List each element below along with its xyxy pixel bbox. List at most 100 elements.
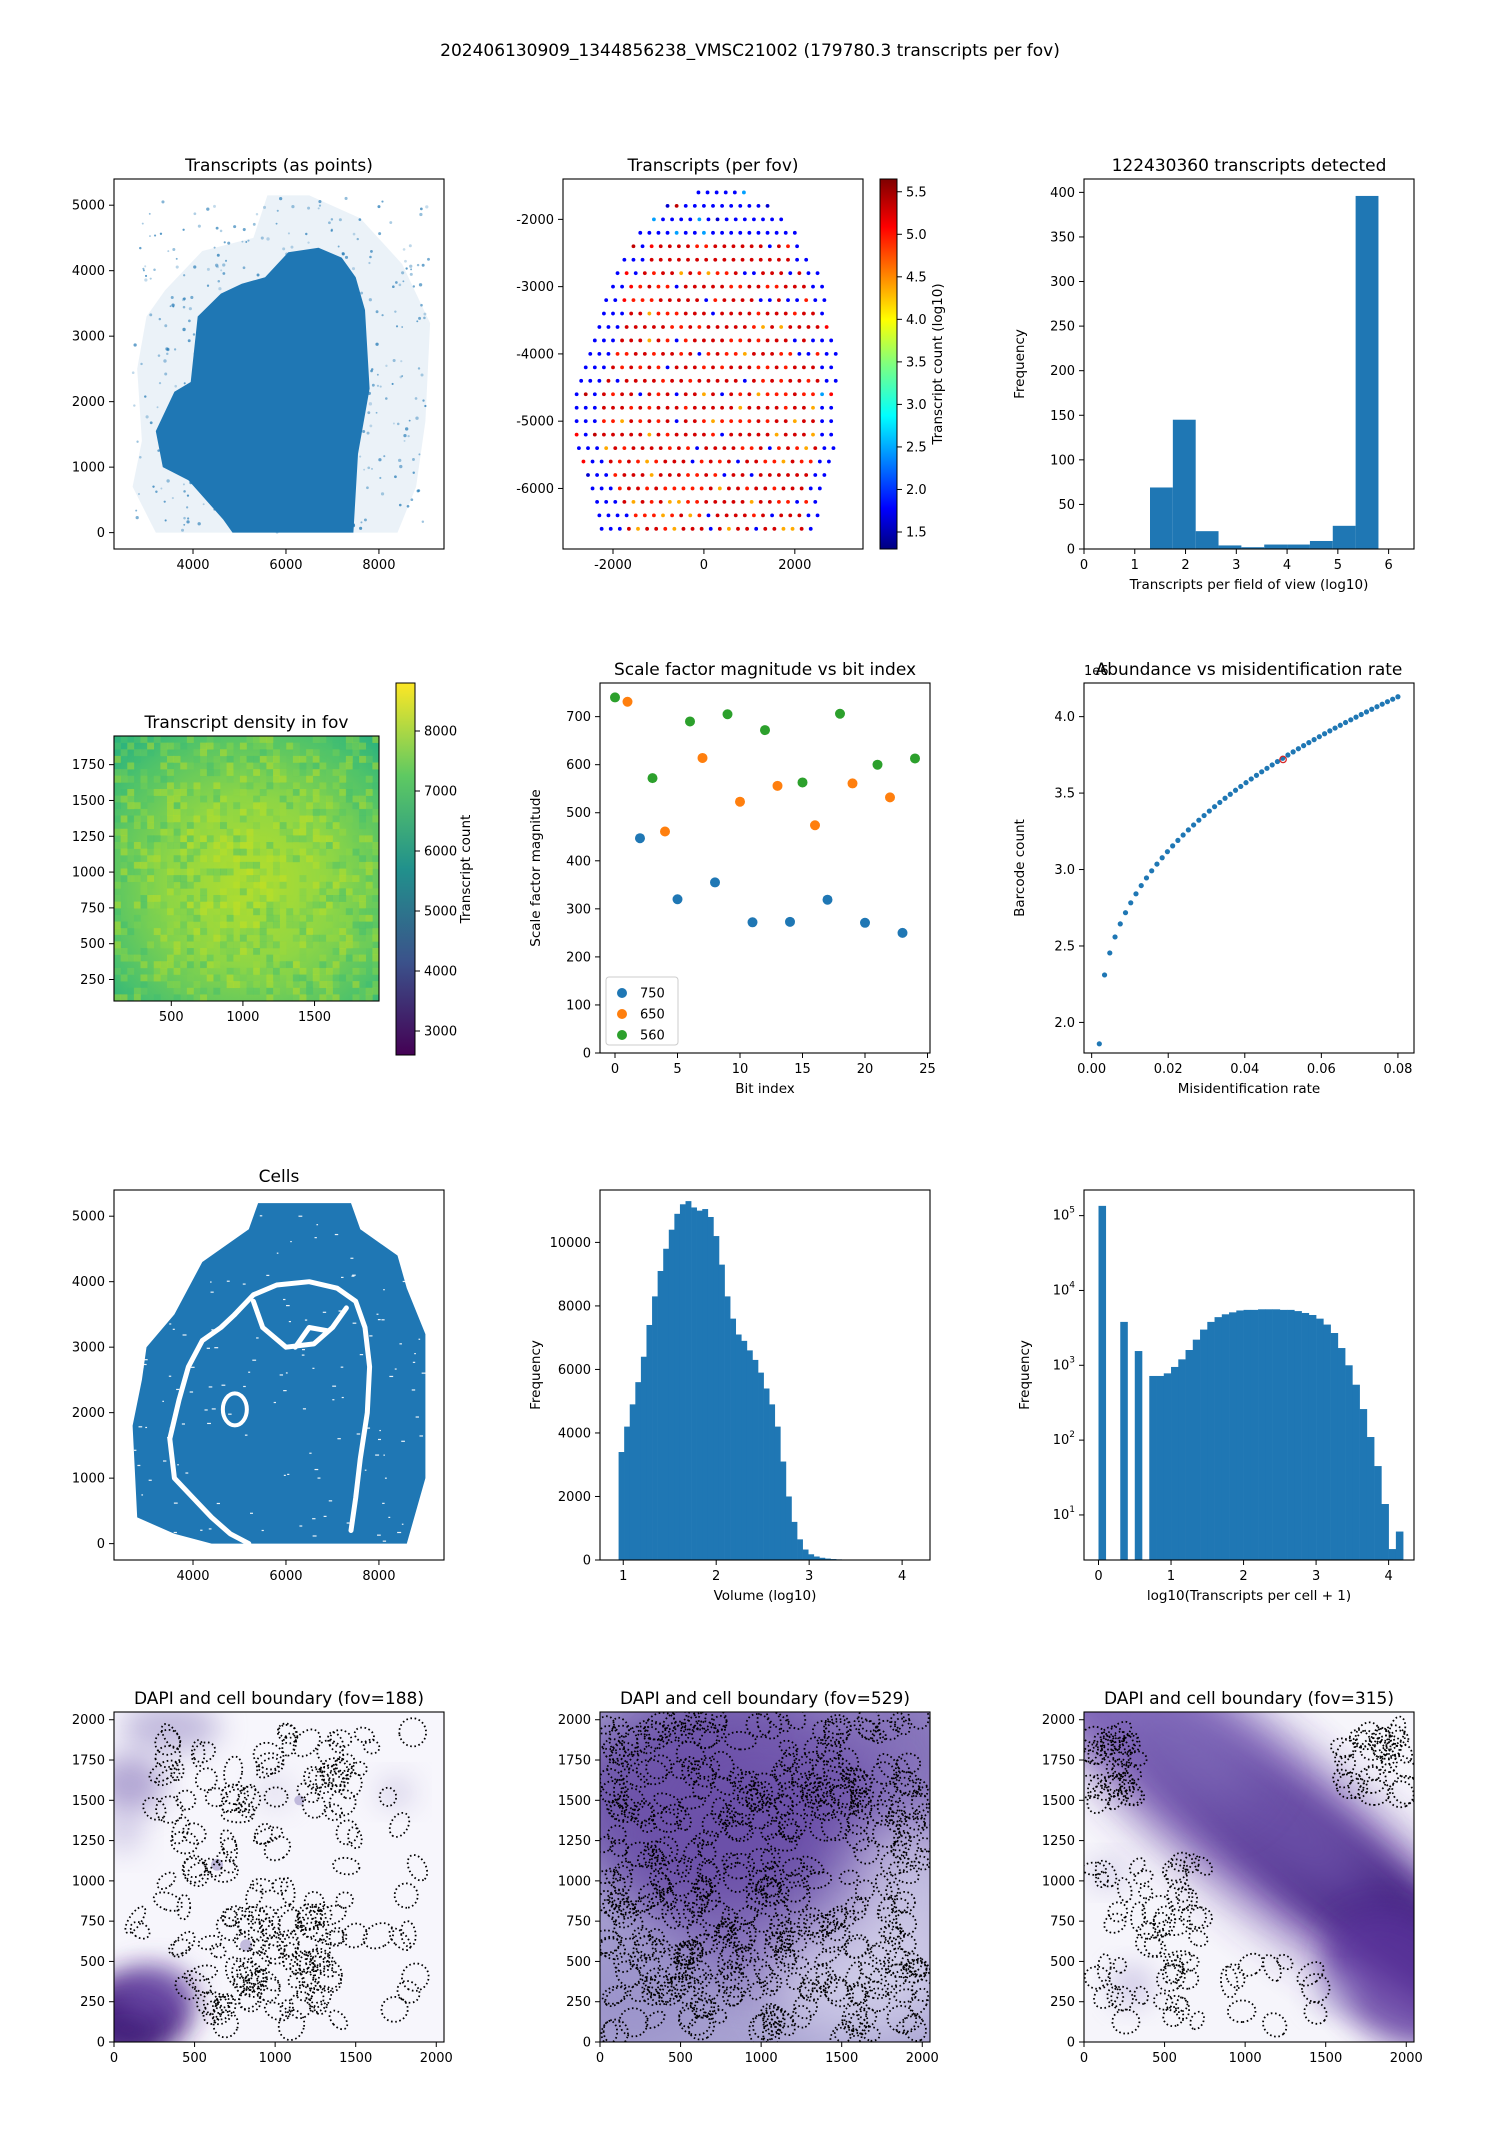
fov-point [679, 352, 684, 356]
histogram-bar [1355, 195, 1379, 549]
density-cell [359, 901, 367, 909]
fov-point [795, 446, 799, 450]
fov-point [606, 513, 611, 518]
x-tick-label: 4 [898, 1569, 906, 1584]
density-cell [332, 861, 340, 869]
transcript-point [375, 310, 379, 314]
barcode-point [1253, 772, 1260, 778]
density-cell [306, 941, 314, 949]
transcript-point [401, 375, 404, 377]
transcript-point [425, 205, 429, 209]
cell-boundary [1133, 1985, 1149, 2005]
fov-point [704, 500, 709, 504]
cell-boundary [807, 1913, 839, 1938]
fov-point [820, 338, 824, 343]
fov-point [663, 459, 668, 464]
fov-point [713, 446, 718, 450]
histogram-bar [791, 1521, 798, 1560]
fov-point [683, 365, 688, 370]
y-tick-label: 350 [1050, 230, 1075, 245]
cell-boundary [726, 1927, 753, 1950]
density-cell [127, 795, 135, 803]
density-cell [339, 888, 347, 896]
fov-point [738, 204, 743, 208]
cell-gap-speck [177, 1464, 179, 1466]
scale-factor-point [735, 796, 745, 807]
colorbar-tick-label: 4000 [424, 965, 457, 980]
density-cell [312, 755, 320, 763]
density-cell [193, 901, 201, 909]
cell-boundary [1387, 1753, 1414, 1780]
fov-point [640, 298, 645, 302]
cell-boundary [324, 1803, 343, 1822]
barcode-point [1327, 728, 1333, 734]
density-cell [326, 914, 333, 922]
fov-point [806, 378, 811, 383]
cell-boundary [635, 1935, 666, 1961]
density-cell [332, 981, 340, 989]
y-tick-label: 4.0 [1054, 710, 1075, 725]
density-cell [120, 855, 128, 863]
barcode-point [1332, 725, 1338, 731]
density-cell [292, 736, 300, 743]
fov-point [770, 325, 774, 329]
fov-point [692, 392, 697, 397]
fov-point [597, 513, 602, 518]
density-cell [133, 755, 141, 763]
density-cell [359, 755, 367, 763]
x-tick-label: 1000 [745, 2051, 778, 2066]
transcript-point [192, 333, 196, 336]
density-cell [312, 835, 320, 843]
cell-boundary [307, 1768, 331, 1789]
fov-point [672, 526, 677, 531]
fov-point [795, 500, 799, 504]
cell-boundary [837, 1747, 860, 1776]
fov-point [592, 365, 597, 370]
cell-gap-speck [288, 1320, 292, 1323]
cell-boundary [727, 1796, 755, 1826]
density-cell [140, 961, 148, 969]
cell-boundary [1143, 1936, 1167, 1958]
cell-gap-speck [172, 1328, 175, 1330]
fov-point [790, 459, 795, 464]
density-cell [253, 888, 261, 896]
fov-point [756, 338, 761, 343]
barcode-point [1374, 704, 1380, 710]
fov-point [831, 446, 836, 450]
fov-point [820, 432, 824, 437]
fov-point [813, 446, 818, 450]
fov-point [606, 325, 611, 329]
histogram-bar [1337, 1348, 1346, 1560]
density-cell [345, 914, 353, 922]
density-cell [180, 835, 188, 843]
density-cell [299, 835, 307, 843]
histogram-bar [652, 1296, 658, 1560]
cell-boundary [765, 1832, 798, 1852]
density-cell [372, 762, 379, 770]
x-tick-label: 4000 [176, 1569, 209, 1584]
density-cell [273, 954, 280, 962]
fov-point [808, 486, 813, 491]
fov-point [670, 352, 674, 356]
y-tick-label: 1500 [1042, 1794, 1075, 1809]
cell-boundary [908, 1957, 929, 1977]
density-cell [312, 749, 320, 757]
transcript-point [223, 241, 226, 244]
cell-boundary [893, 1830, 911, 1847]
density-cell [213, 914, 221, 922]
cell-boundary [629, 1977, 660, 2003]
fov-point [717, 526, 722, 531]
cell-gap-speck [283, 1390, 287, 1392]
fov-point [590, 459, 595, 464]
transcript-point [175, 265, 179, 269]
histogram-bar [769, 1404, 776, 1560]
density-cell [286, 789, 294, 796]
x-tick-label: 1000 [226, 1010, 259, 1025]
cell-gap-speck [388, 1516, 391, 1518]
density-cell [186, 934, 194, 942]
fov-point [686, 500, 690, 504]
cell-boundary [362, 1738, 381, 1755]
density-cell [186, 948, 194, 955]
fov-point [729, 311, 734, 316]
fov-point [770, 217, 774, 222]
